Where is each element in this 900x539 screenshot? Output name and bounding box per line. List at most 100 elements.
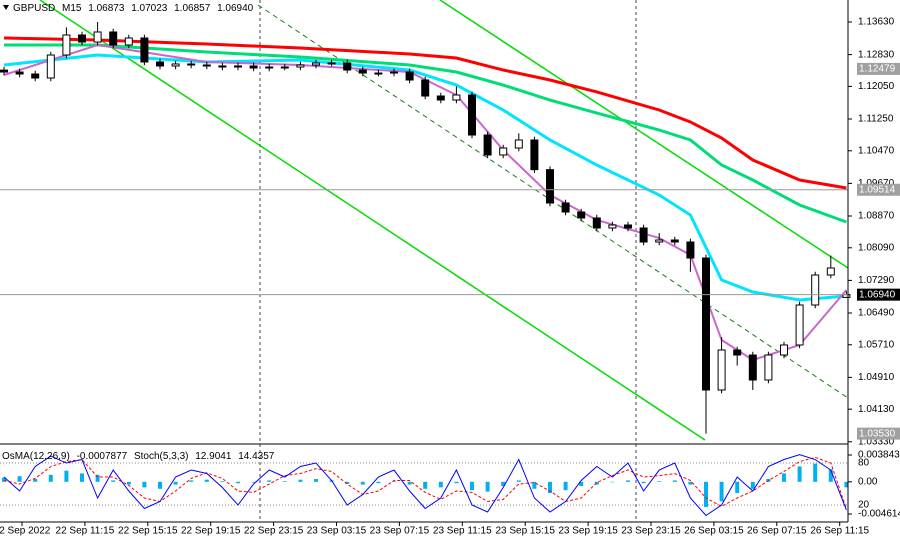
price-label-box [857,183,900,196]
stoch-signal-value: 14.4357 [238,451,275,462]
osma-bar [844,481,849,488]
osma-bar [236,481,240,484]
candle-body [93,31,102,43]
osma-name: OsMA(12,26,9) [2,451,70,462]
osma-bar [204,479,209,482]
candle-body [78,34,86,43]
x-tick-label: 23 Sep 11:15 [433,526,492,537]
osma-bar [719,481,724,502]
price-panel: 1.13630 1.12830 1.12050 1.11250 1.10470 1.096… [0,17,900,447]
stoch-name: Stoch(5,3,3) [134,451,188,462]
price-label: 1.09514 [859,184,896,195]
osma-bar [641,481,646,484]
osma-bar [532,481,537,489]
x-tick-label: 26 Sep 03:15 [684,526,744,537]
osma-bar [2,477,6,482]
candle-body [405,71,414,81]
candle-body [592,217,601,229]
osma-bar [173,481,178,485]
y-tick-label: 1.07290 [858,275,895,286]
oscillator-panel: 0.003843 0.00 -0.004614 80 20 [0,450,900,520]
osma-bar [782,473,786,482]
osma-bar [345,481,350,484]
osma-bar [610,481,615,483]
osma-bar [672,480,677,482]
moving-average [3,36,847,190]
osma-bar [828,469,833,482]
symbol: GBPUSD [13,3,55,14]
channel-line [439,0,849,269]
candle-body [218,65,227,68]
candle-body [514,139,523,149]
period-separators [259,0,637,522]
osma-bar [548,481,552,493]
osma-bar [48,474,53,482]
y-tick-label: 1.04130 [858,404,895,415]
osma-value: -0.0007877 [77,451,128,462]
y-tick-label: 1.03330 [858,436,895,447]
x-tick-label: 23 Sep 15:15 [495,526,555,537]
osma-bar [111,480,116,482]
candle-body [670,239,679,243]
osma-bar [142,481,147,488]
candle-body [530,139,539,171]
candle-body [327,62,336,65]
candle-body [15,71,24,75]
osc-tick-label: 0.00 [858,476,878,487]
candle-body [343,62,352,71]
header: GBPUSD M15 1.06873 1.07023 1.06857 1.069… [2,3,275,462]
x-tick-label: 23 Sep 19:15 [558,526,618,537]
osma-bar [454,481,459,484]
osma-bar [220,481,225,482]
osma-bar [360,481,365,485]
candle-body [717,349,726,391]
osma-bar [392,481,396,482]
candle-body [733,349,742,356]
candle-body [109,31,118,46]
osma-bar [501,481,506,486]
osma-bar [314,479,318,482]
x-tick-label: 26 Sep 07:15 [747,526,807,537]
candle-body [702,257,710,391]
stoch-level-label: 20 [858,500,870,511]
x-tick-label: 23 Sep 03:15 [307,526,367,537]
candle-body [826,267,835,276]
stochastic-line [3,456,847,510]
osma-bar [407,481,412,485]
osma-bar [189,480,194,482]
x-tick-label: 23 Sep 23:15 [621,526,681,537]
candle-body [577,211,586,219]
candle-body [234,65,242,68]
x-tick-label: 22 Sep 19:15 [181,526,241,537]
x-tick-label: 23 Sep 07:15 [370,526,430,537]
osma-bar [64,470,69,482]
candle-body [811,274,820,306]
candle-body [312,62,320,66]
candle-body [249,65,258,69]
x-tick-label: 22 Sep 11:15 [56,526,115,537]
moving-average [3,53,847,302]
oscillator-header: OsMA(12,26,9) -0.0007877 Stoch(5,3,3) 12… [2,451,275,462]
osma-bar [251,481,256,483]
osma-bar [298,479,303,482]
candle-body [202,64,211,67]
candle-body [686,241,695,259]
candle-body [62,34,71,56]
candle-body [483,134,492,156]
osma-bar [376,481,381,484]
candle-body [156,61,164,67]
candle-body [499,147,508,156]
y-tick-label: 1.04910 [858,372,895,383]
candle-body [764,354,773,381]
x-tick-label: 22 Sep 23:15 [244,526,304,537]
osma-bar [750,481,755,489]
ohlc: 1.06857 [174,3,211,14]
osma-bar [282,481,287,482]
candle-body [358,69,367,74]
candle-body [608,224,617,229]
y-tick-label: 1.08090 [858,242,895,253]
x-tick-label: 22 Sep 15:15 [118,526,178,537]
osma-bar [657,481,662,482]
candle-body [780,344,788,356]
candle-body [374,72,383,75]
